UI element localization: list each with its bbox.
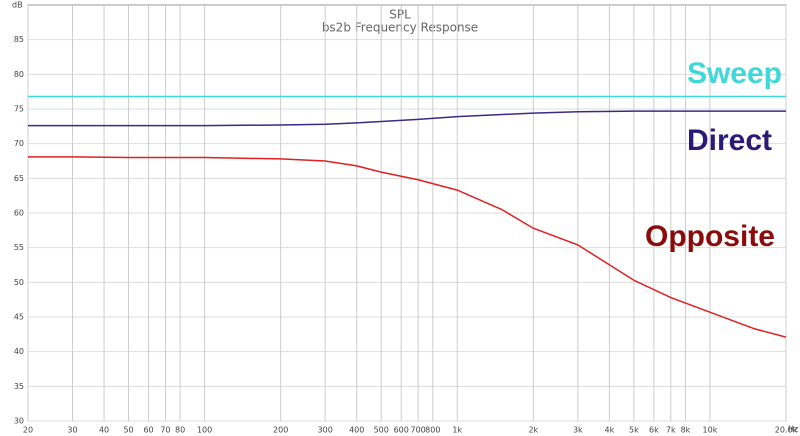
x-tick-label: 20: [23, 426, 33, 435]
x-tick-label: 5k: [629, 426, 639, 435]
x-tick-label: 100: [197, 426, 212, 435]
y-tick-label: 85: [14, 35, 24, 44]
y-tick-label: 40: [14, 347, 24, 356]
y-tick-label: 75: [14, 105, 24, 114]
y-axis-label: dB: [12, 1, 23, 10]
x-tick-label: 2k: [528, 426, 538, 435]
y-tick-label: 80: [14, 70, 24, 79]
x-tick-label: 80: [175, 426, 185, 435]
chart-title: SPL: [389, 8, 411, 22]
x-tick-label: 3k: [573, 426, 583, 435]
y-tick-label: 50: [14, 278, 24, 287]
x-tick-label: 60: [143, 426, 153, 435]
x-tick-label: 400: [349, 426, 364, 435]
x-tick-label: 30: [67, 426, 77, 435]
y-tick-label: 35: [14, 382, 24, 391]
data-line: [28, 156, 787, 338]
y-tick-label: 60: [14, 209, 24, 218]
legend-label: Sweep: [687, 57, 782, 90]
x-tick-label: 700: [410, 426, 425, 435]
x-tick-label: 500: [374, 426, 389, 435]
legend-label: Opposite: [645, 220, 775, 253]
x-tick-label: 600: [394, 426, 409, 435]
legend-label: Direct: [687, 124, 772, 157]
chart-subtitle: bs2b Frequency Response: [322, 21, 478, 35]
x-tick-label: 800: [425, 426, 440, 435]
y-tick-label: 55: [14, 243, 24, 252]
x-tick-label: 4k: [605, 426, 615, 435]
y-tick-label: 65: [14, 174, 24, 183]
x-tick-label: 50: [123, 426, 133, 435]
x-tick-label: 8k: [681, 426, 691, 435]
x-tick-label: 200: [273, 426, 288, 435]
y-tick-label: 45: [14, 313, 24, 322]
y-tick-label: 70: [14, 139, 24, 148]
data-line: [28, 110, 786, 127]
x-tick-label: 70: [160, 426, 170, 435]
x-tick-label: 6k: [649, 426, 659, 435]
x-tick-label: 10k: [703, 426, 718, 435]
x-axis-label: Hz: [788, 425, 798, 434]
x-tick-label: 7k: [666, 426, 676, 435]
x-tick-label: 1k: [452, 426, 462, 435]
x-tick-label: 20.0k: [775, 426, 798, 435]
x-tick-label: 300: [318, 426, 333, 435]
x-tick-label: 40: [99, 426, 109, 435]
y-tick-label: 30: [14, 417, 24, 426]
